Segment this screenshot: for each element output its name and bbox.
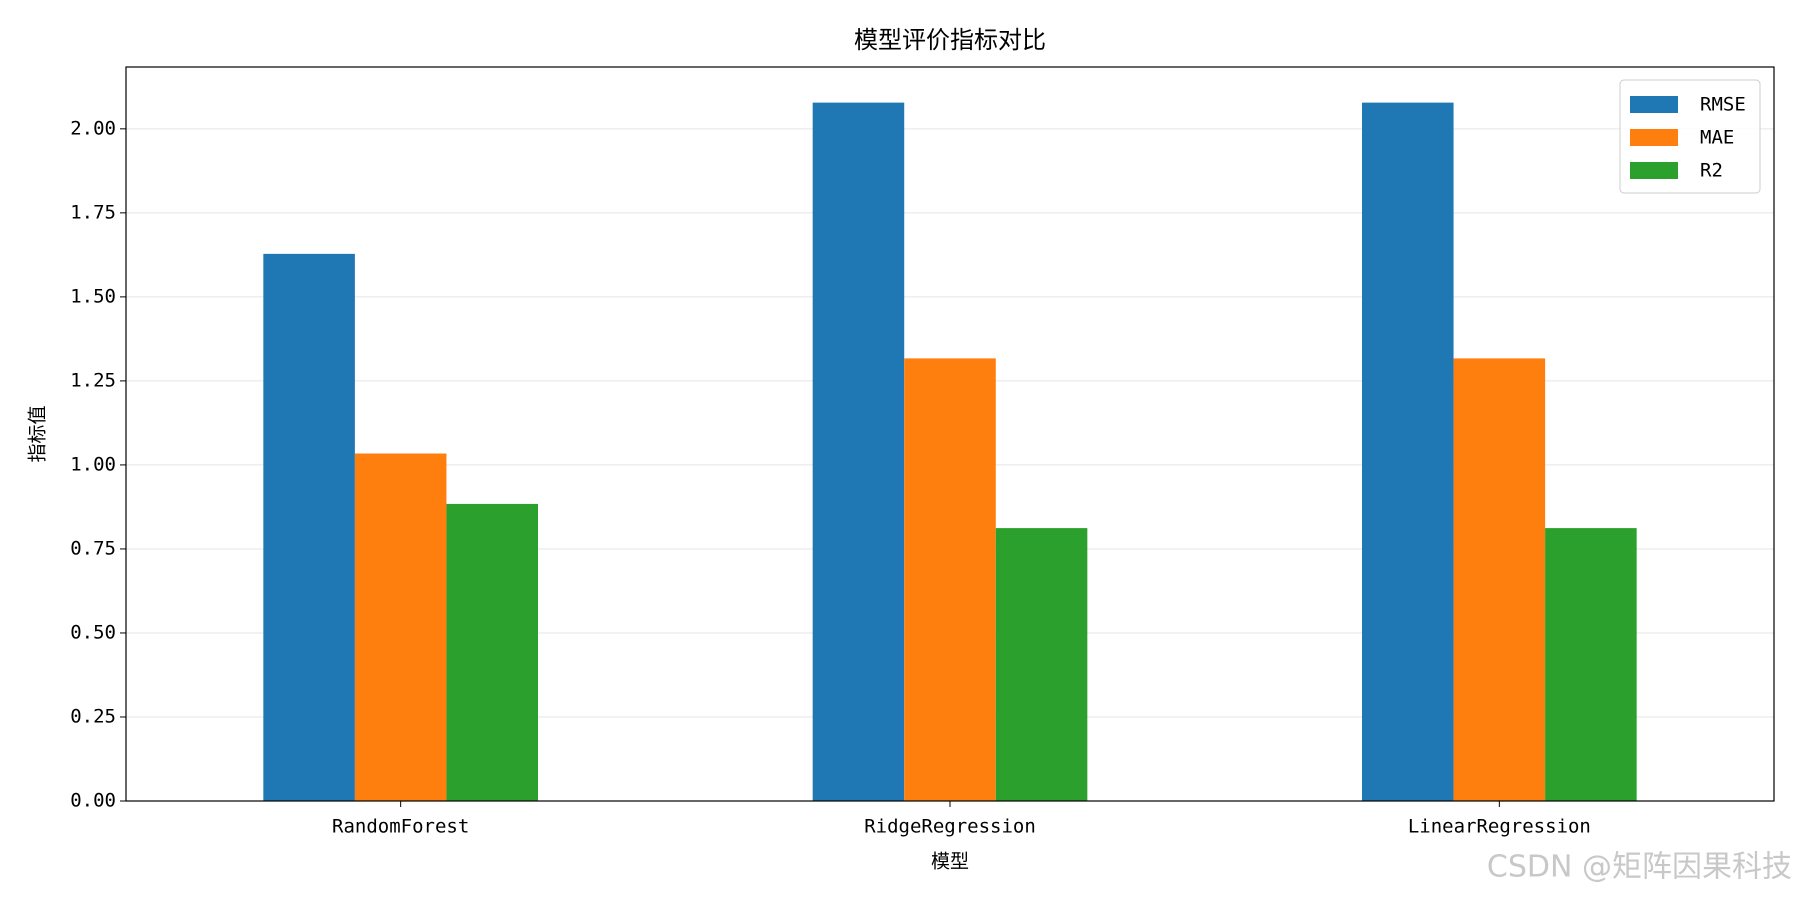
legend-label: R2: [1700, 160, 1723, 182]
bar: [812, 102, 905, 802]
bar: [1545, 528, 1637, 801]
y-tick-label: 1.75: [70, 201, 116, 223]
bar: [446, 503, 538, 801]
y-tick-label: 1.00: [70, 453, 116, 475]
legend-label: MAE: [1700, 127, 1734, 149]
legend-swatch: [1630, 129, 1678, 146]
y-tick-label: 2.00: [70, 117, 116, 139]
x-tick-label: RidgeRegression: [864, 816, 1036, 838]
legend-label: RMSE: [1700, 94, 1746, 116]
bar: [354, 453, 447, 801]
bar: [904, 358, 996, 801]
watermark: CSDN @矩阵因果科技: [1487, 850, 1792, 885]
bar: [995, 528, 1088, 801]
plot-frame: [125, 66, 1775, 802]
legend-swatch: [1630, 162, 1678, 179]
y-tick-label: 1.50: [70, 285, 116, 307]
y-tick-label: 1.25: [70, 369, 116, 391]
bar: [1453, 358, 1546, 801]
y-tick-label: 0.50: [70, 621, 116, 643]
x-tick-label: LinearRegression: [1408, 816, 1591, 838]
chart-title: 模型评价指标对比: [854, 26, 1046, 54]
legend-swatch: [1630, 96, 1678, 113]
y-tick-label: 0.75: [70, 537, 116, 559]
y-tick-label: 0.00: [70, 790, 116, 812]
y-tick-label: 0.25: [70, 705, 116, 727]
bar: [263, 253, 355, 801]
bar: [1362, 102, 1454, 802]
x-axis-label: 模型: [931, 851, 969, 873]
y-axis-label: 指标值: [27, 405, 49, 462]
x-tick-label: RandomForest: [332, 816, 469, 838]
